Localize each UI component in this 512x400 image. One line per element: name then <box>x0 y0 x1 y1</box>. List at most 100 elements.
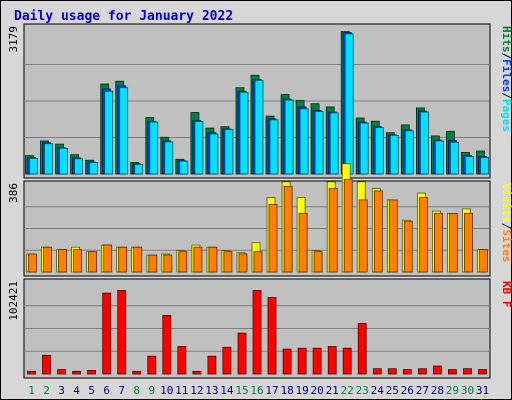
x-tick-label: 7 <box>118 384 125 397</box>
chart-title: Daily usage for January 2022 <box>14 9 233 24</box>
bar-kb-f-day-23 <box>357 322 367 375</box>
bar-pages-day-8 <box>134 163 144 175</box>
bar-pages-day-17 <box>269 119 279 175</box>
x-tick-label: 21 <box>326 384 339 397</box>
bar-pages-day-11 <box>179 160 189 175</box>
bar-sites-day-28 <box>433 212 443 273</box>
bar-pages-day-4 <box>74 158 83 175</box>
bar-pages-day-6 <box>104 90 114 175</box>
legend-item: / <box>500 53 512 60</box>
x-tick-label: 4 <box>73 384 80 397</box>
bar-sites-day-3 <box>58 249 67 273</box>
x-tick-label: 22 <box>341 384 354 397</box>
bar-pages-day-28 <box>434 140 444 175</box>
bar-kb-f-day-6 <box>102 292 112 375</box>
bar-pages-day-18 <box>284 99 294 175</box>
bar-pages-day-19 <box>299 108 309 175</box>
bar-kb-f-day-11 <box>177 346 187 375</box>
bar-pages-day-13 <box>209 133 219 175</box>
bar-kb-f-day-26 <box>402 369 412 375</box>
x-tick-label: 13 <box>205 384 218 397</box>
legend-item: Sites <box>500 229 512 262</box>
bar-sites-day-19 <box>298 212 308 273</box>
legend-item: Visits <box>500 183 512 223</box>
bar-kb-f-day-2 <box>42 354 51 375</box>
x-tick-label: 25 <box>386 384 399 397</box>
panel-hits-files-pages: 3179 Hits/Files/Pages <box>7 23 512 179</box>
bar-pages-day-26 <box>404 130 414 175</box>
x-tick-label: 28 <box>431 384 444 397</box>
bar-sites-day-13 <box>208 246 218 273</box>
bar-pages-day-21 <box>329 112 339 175</box>
x-tick-label: 26 <box>401 384 414 397</box>
y-max-label: 3179 <box>7 26 20 53</box>
x-tick-label: 17 <box>265 384 278 397</box>
legend-item: / <box>500 92 512 99</box>
legend-item: Hits <box>500 26 512 53</box>
bar-pages-day-20 <box>314 111 324 175</box>
bar-kb-f-day-9 <box>147 355 157 375</box>
bar-kb-f-day-29 <box>447 369 457 375</box>
x-tick-label: 1 <box>28 384 35 397</box>
bar-kb-f-day-16 <box>252 290 262 375</box>
x-tick-label: 30 <box>461 384 474 397</box>
bar-kb-f-day-22 <box>342 347 352 375</box>
bar-pages-day-27 <box>419 111 429 175</box>
bar-sites-day-1 <box>28 253 37 273</box>
bar-kb-f-day-30 <box>463 368 472 375</box>
bar-sites-day-21 <box>328 188 338 273</box>
legend-kbf: KB F <box>500 281 512 308</box>
x-tick-label: 8 <box>133 384 140 397</box>
bar-sites-day-27 <box>418 197 428 273</box>
bar-pages-day-5 <box>89 162 98 175</box>
bar-kb-f-day-10 <box>162 314 172 375</box>
bar-pages-day-23 <box>359 122 369 175</box>
legend-hits-files-pages: Hits/Files/Pages <box>500 26 512 132</box>
bar-pages-day-16 <box>254 79 264 175</box>
bar-sites-day-12 <box>193 246 203 273</box>
bar-sites-day-14 <box>223 251 233 273</box>
bar-sites-day-29 <box>448 212 458 273</box>
bar-kb-f-day-12 <box>192 370 202 375</box>
bar-pages-day-9 <box>149 121 159 175</box>
bar-pages-day-2 <box>44 143 53 175</box>
bar-kb-f-day-3 <box>57 369 66 375</box>
legend-visits-sites: Visits/Sites <box>500 183 512 263</box>
bar-pages-day-31 <box>480 157 489 175</box>
bar-pages-day-1 <box>29 157 38 175</box>
x-tick-label: 12 <box>190 384 203 397</box>
bar-kb-f-day-20 <box>312 347 322 375</box>
bar-kb-f-day-24 <box>372 368 382 375</box>
bar-sites-day-7 <box>118 246 128 273</box>
bar-kb-f-day-5 <box>87 369 96 375</box>
x-tick-label: 18 <box>280 384 293 397</box>
bar-kb-f-day-27 <box>417 368 427 375</box>
bar-pages-day-29 <box>449 141 459 175</box>
bar-kb-f-day-17 <box>267 297 277 375</box>
bar-sites-day-2 <box>43 246 52 273</box>
legend-item: Files <box>500 59 512 92</box>
bar-sites-day-23 <box>358 199 368 273</box>
x-tick-label: 16 <box>250 384 263 397</box>
legend-item: Pages <box>500 99 512 132</box>
bar-sites-day-30 <box>464 212 473 273</box>
bar-sites-day-17 <box>268 203 278 273</box>
bar-kb-f-day-18 <box>282 348 292 375</box>
bar-sites-day-31 <box>479 249 488 273</box>
legend-item: / <box>500 223 512 230</box>
x-axis-labels: 1 2 3 4 5 6 7 8 9 10 11 12 13 14 15 16 17 18 19 20 21 22 23 24 2… <box>28 384 489 397</box>
bar-sites-day-8 <box>133 246 143 273</box>
bar-kb-f-day-31 <box>478 369 487 375</box>
x-tick-label: 24 <box>371 384 385 397</box>
bar-sites-day-22 <box>343 179 353 273</box>
x-tick-label: 23 <box>356 384 369 397</box>
bar-kb-f-day-19 <box>297 347 307 375</box>
x-tick-label: 14 <box>220 384 234 397</box>
bar-kb-f-day-8 <box>132 370 142 375</box>
bar-sites-day-18 <box>283 185 293 273</box>
bar-sites-day-5 <box>88 251 97 273</box>
panel-visits-sites: 386 Visits/Sites <box>7 163 512 277</box>
x-tick-label: 27 <box>416 384 429 397</box>
